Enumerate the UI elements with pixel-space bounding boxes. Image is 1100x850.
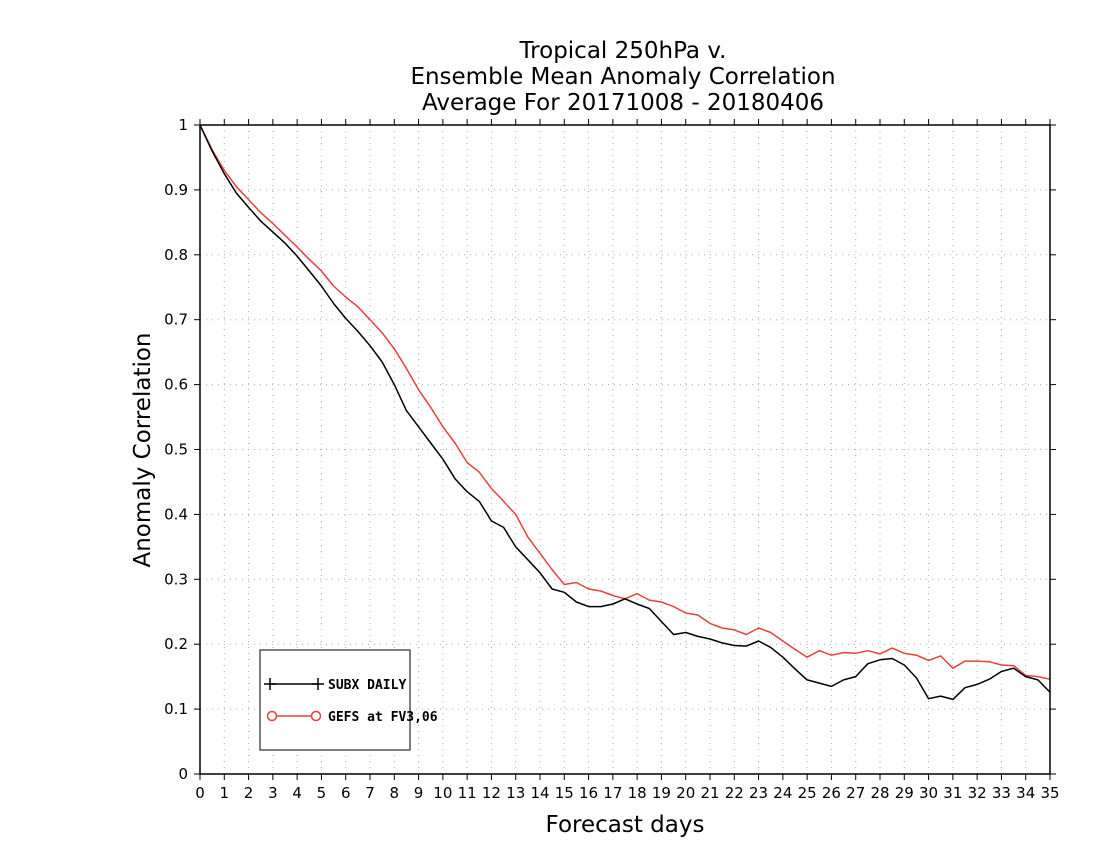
- x-tick-label: 28: [870, 784, 889, 802]
- y-tick-label: 0: [178, 765, 188, 783]
- x-tick-label: 2: [244, 784, 254, 802]
- series-lines: [199, 124, 1051, 701]
- x-axis-label: Forecast days: [546, 812, 705, 838]
- y-tick-label: 1: [178, 116, 188, 134]
- x-tick-label: 35: [1040, 784, 1059, 802]
- x-tick-label: 30: [919, 784, 938, 802]
- x-tick-label: 31: [943, 784, 962, 802]
- y-tick-label: 0.7: [164, 311, 188, 329]
- legend-label-gefs: GEFS at FV3,06: [328, 710, 438, 725]
- title-line-2: Ensemble Mean Anomaly Correlation: [410, 64, 835, 90]
- x-tick-label: 15: [555, 784, 574, 802]
- x-tick-label: 27: [846, 784, 865, 802]
- x-tick-label: 19: [652, 784, 671, 802]
- legend-item-gefs: GEFS at FV3,06: [266, 710, 438, 725]
- grid: [200, 125, 1050, 774]
- x-tick-label: 9: [414, 784, 424, 802]
- x-tick-label: 23: [749, 784, 768, 802]
- x-tick-label: 12: [482, 784, 501, 802]
- circle-marker-icon: [266, 710, 278, 722]
- legend-item-subx-daily: SUBX DAILY: [264, 678, 406, 693]
- x-tick-label: 18: [628, 784, 647, 802]
- x-tick-label: 24: [773, 784, 792, 802]
- title-line-1: Tropical 250hPa v.: [519, 38, 727, 64]
- y-axis-ticks: 0 0.1 0.2 0.3 0.4 0.5 0.6 0.7 0.8 0.9 1: [164, 116, 1056, 783]
- plus-marker-icon: [264, 678, 324, 690]
- x-tick-label: 14: [530, 784, 549, 802]
- x-tick-label: 11: [458, 784, 477, 802]
- x-tick-label: 33: [992, 784, 1011, 802]
- series-line-0: [199, 124, 1051, 701]
- x-tick-label: 7: [365, 784, 375, 802]
- x-tick-label: 25: [798, 784, 817, 802]
- legend-label-subx-daily: SUBX DAILY: [328, 678, 406, 693]
- y-tick-label: 0.8: [164, 246, 188, 264]
- y-axis-label: Anomaly Correlation: [130, 332, 156, 567]
- x-tick-label: 8: [390, 784, 400, 802]
- series-line-1: [199, 124, 1051, 680]
- y-tick-label: 0.3: [164, 570, 188, 588]
- x-tick-label: 16: [579, 784, 598, 802]
- x-tick-label: 17: [603, 784, 622, 802]
- x-tick-label: 6: [341, 784, 351, 802]
- legend-box: [259, 649, 411, 751]
- x-tick-label: 32: [968, 784, 987, 802]
- x-tick-label: 4: [292, 784, 302, 802]
- y-tick-label: 0.6: [164, 376, 188, 394]
- legend: SUBX DAILY GEFS at FV3,06: [259, 649, 438, 751]
- x-tick-label: 0: [195, 784, 205, 802]
- x-tick-label: 10: [433, 784, 452, 802]
- y-tick-label: 0.2: [164, 635, 188, 653]
- x-tick-label: 26: [822, 784, 841, 802]
- x-tick-label: 21: [700, 784, 719, 802]
- y-tick-label: 0.5: [164, 441, 188, 459]
- x-tick-label: 20: [676, 784, 695, 802]
- x-axis-ticks: 0 1 2 3 4 5 6 7 8 9 10 11 12 13 14 15 16 17 18 19 20 21 22 23 24…: [195, 119, 1060, 802]
- x-tick-label: 22: [725, 784, 744, 802]
- x-tick-label: 1: [220, 784, 230, 802]
- y-tick-label: 0.1: [164, 700, 188, 718]
- y-tick-label: 0.4: [164, 505, 188, 523]
- x-tick-label: 3: [268, 784, 278, 802]
- x-tick-label: 29: [895, 784, 914, 802]
- y-tick-label: 0.9: [164, 181, 188, 199]
- title-line-3: Average For 20171008 - 20180406: [422, 90, 824, 116]
- x-tick-label: 5: [317, 784, 327, 802]
- x-tick-label: 34: [1016, 784, 1035, 802]
- x-tick-label: 13: [506, 784, 525, 802]
- circle-marker-icon: [310, 710, 322, 722]
- chart-title: Tropical 250hPa v. Ensemble Mean Anomaly…: [410, 38, 835, 116]
